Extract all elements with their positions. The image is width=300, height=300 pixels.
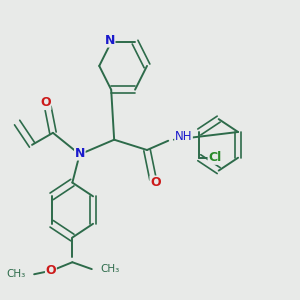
Text: NH: NH <box>175 130 192 143</box>
Text: O: O <box>40 97 51 110</box>
Text: Cl: Cl <box>208 151 221 164</box>
Text: CH₃: CH₃ <box>101 264 120 274</box>
Text: N: N <box>75 147 85 160</box>
Text: N: N <box>104 34 115 47</box>
Text: CH₃: CH₃ <box>7 269 26 279</box>
Text: O: O <box>150 176 161 189</box>
Text: O: O <box>46 264 56 277</box>
